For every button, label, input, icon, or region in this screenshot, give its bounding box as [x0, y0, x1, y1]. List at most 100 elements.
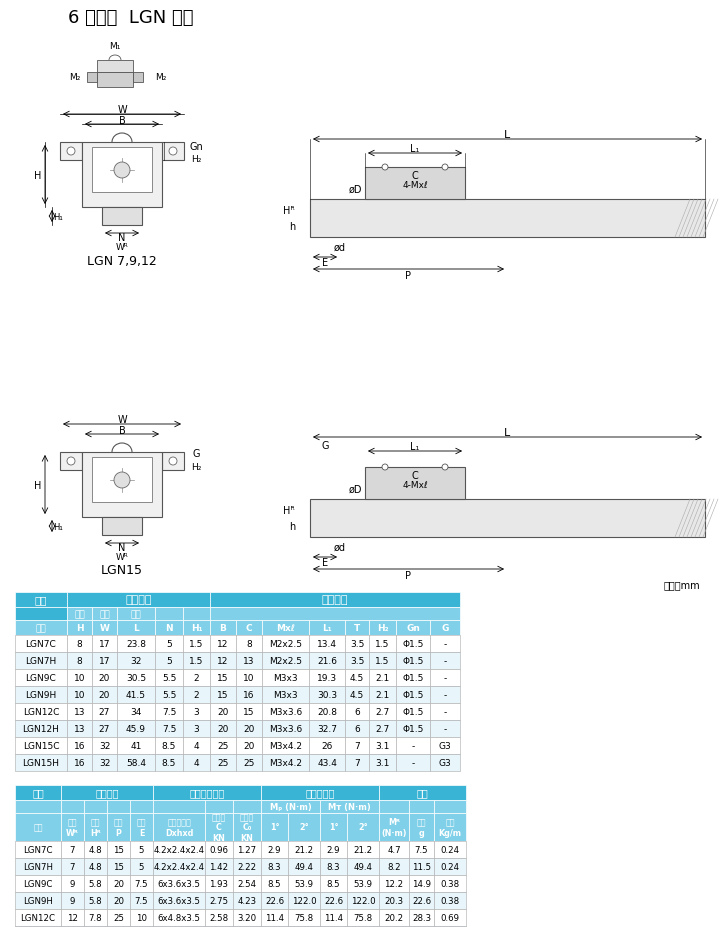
Text: 7: 7 [70, 862, 76, 871]
Text: LGN9H: LGN9H [23, 896, 53, 905]
Bar [261, 800, 320, 813]
Bar [61, 858, 84, 875]
Text: 8.5: 8.5 [268, 879, 282, 888]
Text: 49.4: 49.4 [354, 862, 372, 871]
Text: 21.6: 21.6 [317, 656, 337, 666]
Text: 寬度: 寬度 [99, 609, 110, 618]
Text: H: H [76, 623, 84, 632]
Bar [379, 858, 409, 875]
Text: 32.7: 32.7 [317, 724, 337, 733]
Text: 型號: 型號 [33, 822, 42, 832]
Text: 2°: 2° [299, 822, 309, 832]
Text: 2.54: 2.54 [238, 879, 256, 888]
Bar [379, 926, 409, 927]
Circle shape [67, 458, 75, 465]
Bar [309, 720, 345, 737]
Bar [345, 737, 369, 755]
Text: 8.2: 8.2 [387, 862, 401, 871]
Text: 75.8: 75.8 [294, 913, 314, 922]
Bar [379, 841, 409, 858]
Bar [320, 800, 347, 813]
Bar [153, 785, 261, 800]
Bar [67, 607, 92, 620]
Bar [434, 800, 466, 813]
Bar [67, 686, 92, 704]
Text: M₂: M₂ [68, 73, 80, 83]
Text: Φ1.5: Φ1.5 [402, 656, 423, 666]
Text: 端距
E: 端距 E [137, 818, 146, 837]
Bar [409, 909, 434, 926]
Bar [379, 785, 466, 800]
Bar [261, 800, 288, 813]
Bar [261, 785, 379, 800]
Bar [117, 653, 155, 669]
Bar [309, 686, 345, 704]
Bar [117, 620, 155, 635]
Text: -: - [444, 673, 446, 682]
Text: M3x3: M3x3 [273, 673, 298, 682]
Text: 7: 7 [354, 742, 360, 750]
Bar [107, 926, 130, 927]
Text: 3: 3 [194, 707, 199, 717]
Bar [183, 607, 210, 620]
Text: 重量: 重量 [417, 788, 428, 797]
Bar [236, 755, 262, 771]
Bar [205, 909, 233, 926]
Bar [379, 875, 409, 892]
Bar [396, 755, 430, 771]
Bar [262, 737, 309, 755]
Bar [434, 892, 466, 909]
Bar [409, 875, 434, 892]
Bar [369, 720, 396, 737]
Text: 12.2: 12.2 [384, 879, 404, 888]
Text: 11.5: 11.5 [412, 862, 431, 871]
Text: T: T [354, 623, 360, 632]
Bar [117, 686, 155, 704]
Bar [309, 737, 345, 755]
Text: 13: 13 [243, 656, 255, 666]
Text: 22.6: 22.6 [324, 896, 343, 905]
Text: 26: 26 [321, 742, 333, 750]
Bar [430, 720, 460, 737]
Bar [210, 669, 236, 686]
Text: 寬度
Wᴿ: 寬度 Wᴿ [66, 818, 79, 837]
Text: 23.8: 23.8 [126, 640, 146, 648]
Text: M₁: M₁ [109, 42, 121, 51]
Text: 14.9: 14.9 [412, 879, 431, 888]
Text: M2x2.5: M2x2.5 [269, 640, 302, 648]
Bar [15, 653, 67, 669]
Text: 25: 25 [217, 758, 229, 768]
Bar [396, 704, 430, 720]
Bar [153, 841, 205, 858]
Text: 20: 20 [217, 724, 229, 733]
Bar [236, 669, 262, 686]
Text: 長度: 長度 [130, 609, 141, 618]
Text: 30.3: 30.3 [317, 691, 337, 699]
Text: W: W [117, 414, 127, 425]
Bar [153, 800, 205, 813]
Bar [210, 704, 236, 720]
Bar [155, 607, 183, 620]
Text: B: B [119, 116, 125, 126]
Circle shape [169, 147, 177, 156]
Bar [15, 635, 67, 653]
Text: 122.0: 122.0 [351, 896, 375, 905]
Text: 2°: 2° [358, 822, 368, 832]
Bar [130, 892, 153, 909]
Bar [261, 926, 288, 927]
Text: 45.9: 45.9 [126, 724, 146, 733]
Text: 4: 4 [194, 758, 199, 768]
Bar [434, 858, 466, 875]
Bar [345, 635, 369, 653]
Bar [320, 909, 347, 926]
Text: 32: 32 [99, 758, 110, 768]
Text: 4.23: 4.23 [238, 896, 256, 905]
Text: 1.42: 1.42 [210, 862, 228, 871]
Text: 32: 32 [130, 656, 142, 666]
Text: 12: 12 [217, 656, 229, 666]
Bar [117, 704, 155, 720]
Text: -: - [444, 724, 446, 733]
Bar [67, 620, 92, 635]
Bar [82, 143, 162, 208]
Bar [130, 858, 153, 875]
